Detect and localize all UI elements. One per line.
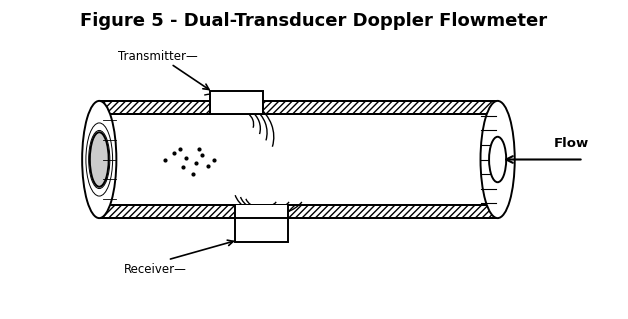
Text: Receiver—: Receiver—	[124, 263, 187, 276]
Bar	[210, 101, 263, 114]
Text: Figure 5 - Dual-Transducer Doppler Flowmeter: Figure 5 - Dual-Transducer Doppler Flowm…	[80, 12, 548, 30]
Ellipse shape	[90, 132, 109, 187]
Bar	[99, 205, 497, 218]
Ellipse shape	[82, 101, 116, 218]
Ellipse shape	[480, 101, 515, 218]
Bar	[210, 91, 263, 114]
Ellipse shape	[489, 137, 506, 182]
Bar	[235, 205, 288, 218]
Bar	[72, 101, 127, 218]
Text: Transmitter—: Transmitter—	[118, 49, 198, 63]
Bar	[99, 114, 497, 205]
Bar	[235, 218, 288, 241]
Text: Flow: Flow	[554, 137, 589, 150]
Bar	[470, 101, 525, 218]
Bar	[99, 101, 497, 114]
